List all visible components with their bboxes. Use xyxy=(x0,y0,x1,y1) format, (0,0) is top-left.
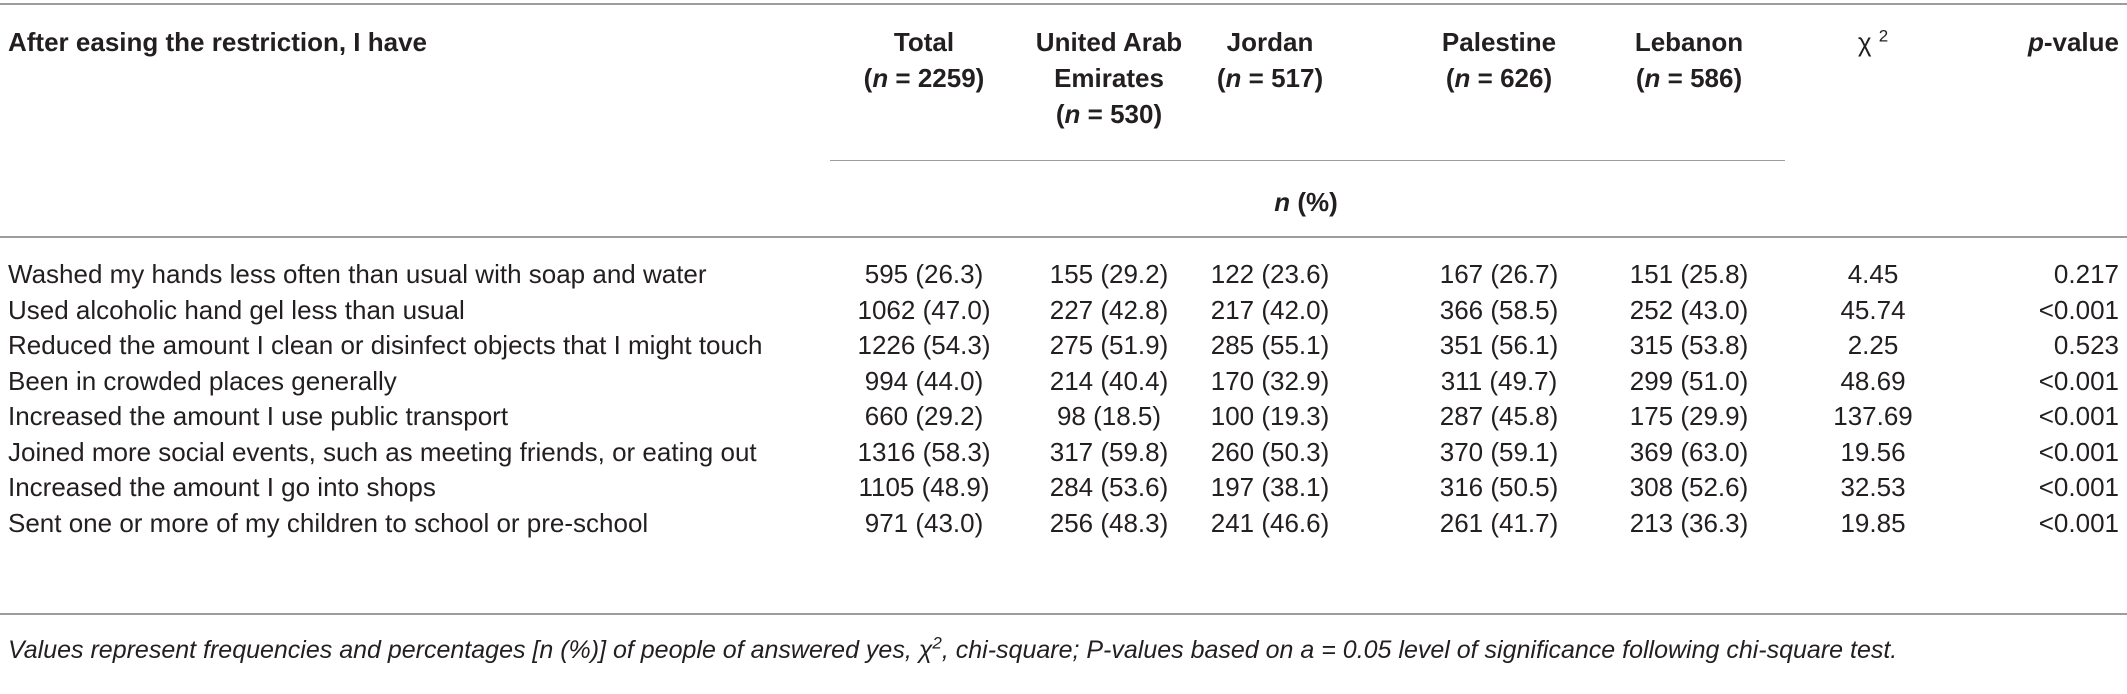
cell-total: 1105 (48.9) xyxy=(858,472,990,502)
header-palestine: Palestine (n = 626) xyxy=(1441,27,1557,93)
header-p-value: p-value xyxy=(2027,27,2119,57)
cell-p-value: <0.001 xyxy=(2038,436,2119,467)
cell-chi2: 32.53 xyxy=(1840,472,1906,502)
cell-palestine: 366 (58.5) xyxy=(1439,294,1559,325)
subheader-n-percent: n (%) xyxy=(1274,187,1338,217)
cell-lebanon: 315 (53.8) xyxy=(1629,330,1749,360)
cell-uae: 275 (51.9) xyxy=(1049,330,1169,360)
cell-jordan: 241 (46.6) xyxy=(1210,507,1330,538)
cell-palestine: 311 (49.7) xyxy=(1440,365,1558,396)
cell-total: 1316 (58.3) xyxy=(857,436,991,467)
cell-total: 971 (43.0) xyxy=(864,507,984,538)
cell-lebanon: 175 (29.9) xyxy=(1629,401,1749,431)
cell-palestine: 351 (56.1) xyxy=(1439,330,1559,360)
cell-chi2: 45.74 xyxy=(1840,294,1906,325)
cell-jordan: 260 (50.3) xyxy=(1210,436,1330,467)
cell-jordan: 217 (42.0) xyxy=(1210,294,1330,325)
cell-p-value: <0.001 xyxy=(2038,365,2119,396)
cell-total: 595 (26.3) xyxy=(864,259,984,289)
cell-chi2: 19.56 xyxy=(1840,436,1906,467)
cell-jordan: 170 (32.9) xyxy=(1210,365,1330,396)
cell-lebanon: 369 (63.0) xyxy=(1629,436,1749,467)
cell-palestine: 316 (50.5) xyxy=(1439,472,1559,502)
table-footnote: Values represent frequencies and percent… xyxy=(8,633,1898,664)
cell-total: 1062 (47.0) xyxy=(857,294,991,325)
cell-jordan: 197 (38.1) xyxy=(1210,472,1330,502)
cell-uae: 155 (29.2) xyxy=(1049,259,1169,289)
row-label: Sent one or more of my children to schoo… xyxy=(8,507,649,538)
cell-palestine: 261 (41.7) xyxy=(1439,507,1559,538)
cell-chi2: 4.45 xyxy=(1847,259,1899,289)
cell-p-value: 0.217 xyxy=(2053,259,2119,289)
cell-uae: 98 (18.5) xyxy=(1056,401,1162,431)
header-jordan: Jordan (n = 517) xyxy=(1216,27,1324,93)
header-chi-square: χ 2 xyxy=(1857,26,1889,57)
row-label-header: After easing the restriction, I have xyxy=(8,27,428,57)
row-label: Joined more social events, such as meeti… xyxy=(8,436,757,467)
table-bottom-rule xyxy=(0,613,2127,615)
cell-jordan: 285 (55.1) xyxy=(1210,330,1330,360)
cell-p-value: 0.523 xyxy=(2053,330,2119,360)
cell-p-value: <0.001 xyxy=(2038,472,2119,502)
cell-lebanon: 252 (43.0) xyxy=(1629,294,1749,325)
cell-lebanon: 151 (25.8) xyxy=(1629,259,1749,289)
cell-uae: 256 (48.3) xyxy=(1049,507,1169,538)
header-lebanon: Lebanon (n = 586) xyxy=(1634,27,1744,93)
cell-lebanon: 308 (52.6) xyxy=(1629,472,1749,502)
cell-palestine: 370 (59.1) xyxy=(1439,436,1559,467)
cell-total: 660 (29.2) xyxy=(864,401,984,431)
header-uae: United Arab Emirates (n = 530) xyxy=(1035,27,1183,129)
cell-uae: 284 (53.6) xyxy=(1049,472,1169,502)
cell-p-value: <0.001 xyxy=(2038,507,2119,538)
cell-jordan: 122 (23.6) xyxy=(1210,259,1330,289)
cell-p-value: <0.001 xyxy=(2038,401,2119,431)
row-label: Used alcoholic hand gel less than usual xyxy=(8,294,465,325)
cell-chi2: 19.85 xyxy=(1840,507,1906,538)
row-label: Washed my hands less often than usual wi… xyxy=(8,259,707,289)
cell-palestine: 287 (45.8) xyxy=(1439,401,1559,431)
header-total: Total (n = 2259) xyxy=(863,27,985,93)
cell-palestine: 167 (26.7) xyxy=(1439,259,1559,289)
cell-uae: 317 (59.8) xyxy=(1049,436,1169,467)
header-sub-rule xyxy=(830,160,1785,161)
row-label: Been in crowded places generally xyxy=(8,365,397,396)
table-top-rule xyxy=(0,3,2127,5)
cell-uae: 214 (40.4) xyxy=(1049,365,1169,396)
cell-lebanon: 213 (36.3) xyxy=(1629,507,1749,538)
row-label: Increased the amount I go into shops xyxy=(8,472,436,502)
cell-total: 1226 (54.3) xyxy=(857,330,991,360)
row-label: Increased the amount I use public transp… xyxy=(8,401,509,431)
cell-p-value: <0.001 xyxy=(2038,294,2119,325)
cell-chi2: 2.25 xyxy=(1847,330,1899,360)
cell-total: 994 (44.0) xyxy=(864,365,984,396)
cell-lebanon: 299 (51.0) xyxy=(1629,365,1749,396)
cell-chi2: 48.69 xyxy=(1840,365,1906,396)
row-label: Reduced the amount I clean or disinfect … xyxy=(8,330,763,360)
cell-uae: 227 (42.8) xyxy=(1049,294,1169,325)
header-bottom-rule xyxy=(0,236,2127,238)
cell-jordan: 100 (19.3) xyxy=(1210,401,1330,431)
cell-chi2: 137.69 xyxy=(1833,401,1913,431)
